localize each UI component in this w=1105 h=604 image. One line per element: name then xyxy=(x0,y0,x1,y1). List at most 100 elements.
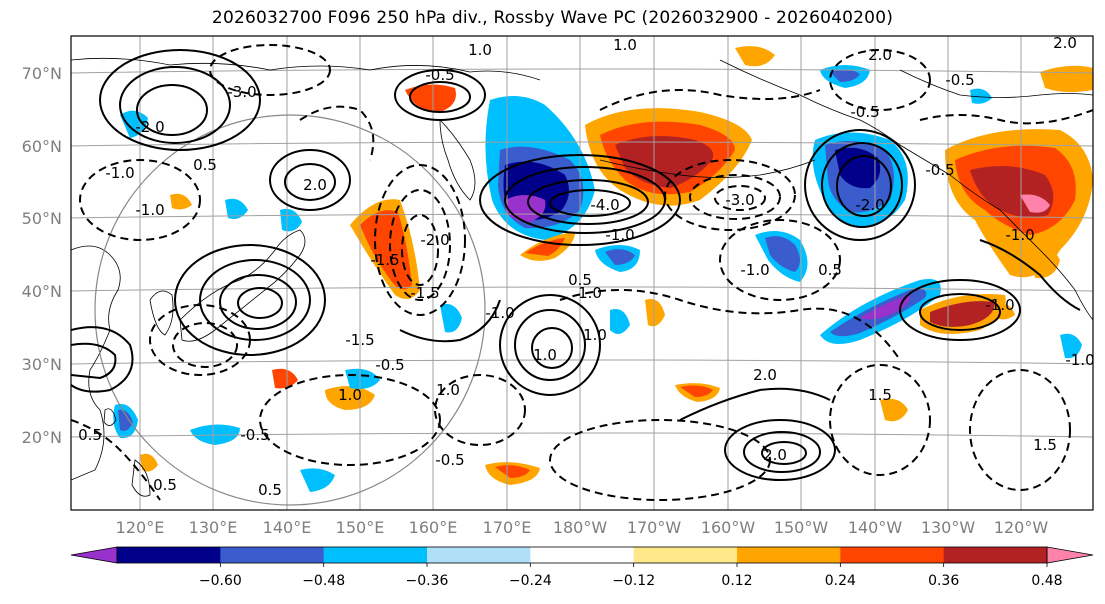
colorbar-bin xyxy=(943,547,1048,563)
coastline-aleutians xyxy=(599,159,816,178)
contour-label: 2.0 xyxy=(753,366,777,384)
lat-tick-label: 20°N xyxy=(22,428,62,447)
negative-anomaly xyxy=(610,309,630,334)
positive-anomaly xyxy=(140,453,158,472)
positive-anomaly xyxy=(272,368,298,389)
negative-anomaly xyxy=(765,236,800,272)
contour-label: 2.0 xyxy=(868,46,892,64)
contour-label: -0.5 xyxy=(945,71,974,89)
map-frame xyxy=(70,35,1094,511)
lon-tick-label: 120°W xyxy=(994,518,1049,537)
lon-tick-label: 150°E xyxy=(336,518,385,537)
lon-tick-label: 170°E xyxy=(483,518,532,537)
negative-anomaly xyxy=(835,147,881,189)
coastline-alaska xyxy=(719,59,1093,321)
lon-tick-label: 130°W xyxy=(921,518,976,537)
contour-label: -1.0 xyxy=(1005,226,1034,244)
lon-tick-label: 120°E xyxy=(116,518,165,537)
colorbar-extend-high xyxy=(1046,546,1094,564)
lat-gridline xyxy=(71,213,1093,219)
positive-anomaly xyxy=(680,385,713,397)
lon-tick-label: 130°E xyxy=(189,518,238,537)
coastline-siberia xyxy=(71,57,541,81)
negative-anomaly xyxy=(118,409,133,431)
lon-tick-label: 140°E xyxy=(263,518,312,537)
contour-label: -2.0 xyxy=(135,118,164,136)
lat-gridline xyxy=(71,68,1093,74)
negative-anomaly xyxy=(300,468,335,492)
colorbar-extend-low xyxy=(70,546,118,564)
contour-label: -0.5 xyxy=(435,451,464,469)
contour-label: -4.0 xyxy=(590,196,619,214)
positive-anomaly xyxy=(170,193,192,210)
graticule xyxy=(71,36,1093,510)
lon-tick-label: 140°W xyxy=(848,518,903,537)
contours xyxy=(71,44,1093,501)
contour-label: -1.0 xyxy=(105,164,134,182)
lon-tick-label: 170°W xyxy=(627,518,682,537)
contour-labels: 1.0 1.0 2.0 2.0 -0.5 -3.0 -2.0 -1.0 0.5 -1.0 2.0 -4… xyxy=(78,36,1094,499)
positive-anomaly xyxy=(325,386,375,410)
colorbar-frame xyxy=(116,546,1048,564)
colorbar-tick-label: 0.24 xyxy=(825,573,856,589)
colorbar-tick-label: 0.36 xyxy=(928,573,959,589)
colorbar-tick-label: −0.12 xyxy=(612,573,655,589)
positive-anomaly xyxy=(645,299,665,327)
contour-label: -1.0 xyxy=(485,304,514,322)
contour-label: 2.0 xyxy=(303,176,327,194)
contour-label: 1.0 xyxy=(533,346,557,364)
colorbar-tick-label: −0.36 xyxy=(406,573,449,589)
contour-label: 1.5 xyxy=(1033,436,1057,454)
contour-label: 1.0 xyxy=(338,386,362,404)
coastline-taiwan xyxy=(103,408,117,426)
colorbar: −0.60 −0.48 −0.36 −0.24 −0.12 0.12 0.24 0.36 0.4… xyxy=(70,546,1094,589)
positive-anomaly xyxy=(495,465,530,478)
contour-label: -0.5 xyxy=(425,66,454,84)
colorbar-bin xyxy=(633,547,738,563)
negative-anomaly xyxy=(440,303,462,333)
negative-anomaly xyxy=(605,249,635,265)
lat-tick-label: 40°N xyxy=(22,282,62,301)
positive-anomaly xyxy=(525,238,565,256)
positive-anomaly xyxy=(1020,194,1050,213)
positive-anomaly xyxy=(405,84,456,112)
negative-anomaly xyxy=(120,110,148,138)
contour-label: 0.5 xyxy=(258,481,282,499)
contour-label: -0.5 xyxy=(925,161,954,179)
contour-label: -0.5 xyxy=(375,356,404,374)
contour-label: 1.0 xyxy=(578,284,602,302)
contour-label: -0.5 xyxy=(850,103,879,121)
contour-label: -2.0 xyxy=(420,231,449,249)
contour-label: -1.0 xyxy=(740,261,769,279)
contour-label: -1.0 xyxy=(1065,351,1094,369)
contour-label: 0.5 xyxy=(568,271,592,289)
lon-tick-label: 160°E xyxy=(409,518,458,537)
colorbar-bin xyxy=(840,547,945,563)
lon-tick-label: 150°W xyxy=(774,518,829,537)
dashed-contours xyxy=(71,44,1093,501)
negative-anomaly xyxy=(860,295,911,320)
colorbar-bin xyxy=(323,547,428,563)
latitude-labels: 70°N 60°N 50°N 40°N 30°N 20°N xyxy=(22,64,62,447)
colorbar-bin xyxy=(737,547,841,563)
contour-label: 0.5 xyxy=(818,261,842,279)
divergence-shading xyxy=(113,46,1093,492)
lat-tick-label: 60°N xyxy=(22,137,62,156)
colorbar-bin xyxy=(220,547,325,563)
lat-tick-label: 70°N xyxy=(22,64,62,83)
contour-label: -0.5 xyxy=(240,426,269,444)
colorbar-tick-label: 0.12 xyxy=(721,573,752,589)
negative-anomaly xyxy=(1060,333,1082,359)
contour-label: -2.0 xyxy=(855,196,884,214)
contour-label: 1.5 xyxy=(868,386,892,404)
coastline-philippines xyxy=(131,459,151,497)
positive-anomaly xyxy=(360,210,412,290)
colorbar-tick-label: −0.24 xyxy=(509,573,552,589)
lat-tick-label: 30°N xyxy=(22,355,62,374)
contour-label: 1.0 xyxy=(468,41,492,59)
contour-label: -1.5 xyxy=(370,251,399,269)
coastline-kamchatka xyxy=(439,119,476,201)
lat-tick-label: 50°N xyxy=(22,209,62,228)
colorbar-bin xyxy=(427,547,531,563)
contour-label: 2.0 xyxy=(763,446,787,464)
